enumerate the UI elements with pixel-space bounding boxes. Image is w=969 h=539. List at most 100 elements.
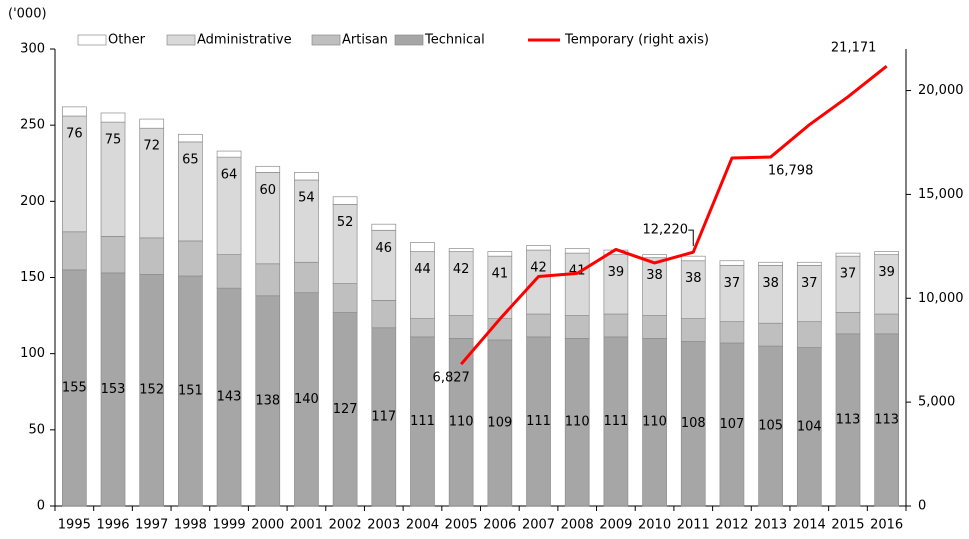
data-label: 37 — [724, 276, 741, 291]
bar-segment — [642, 257, 667, 316]
bar-segment — [448, 248, 474, 252]
x-tick-label: 2008 — [561, 518, 594, 533]
bar-segment — [758, 261, 783, 266]
x-tick-label: 2006 — [483, 518, 516, 533]
bar-segment — [835, 255, 861, 313]
data-label: 37 — [801, 276, 818, 291]
data-label: 41 — [492, 267, 509, 282]
bar-segment — [680, 255, 706, 262]
data-label: 110 — [565, 415, 590, 430]
y2-tick-label: 10,000 — [918, 291, 964, 306]
bar-segment — [294, 172, 319, 181]
x-tick-label: 2000 — [251, 518, 284, 533]
bar-segment — [255, 165, 281, 173]
data-label: 42 — [453, 262, 470, 277]
x-tick-label: 2003 — [367, 518, 400, 533]
data-label: 138 — [255, 393, 280, 408]
bar-segment — [642, 315, 667, 339]
leader-line — [688, 229, 694, 247]
bar-segment — [796, 321, 822, 348]
bar-segment — [216, 254, 242, 289]
legend-label: Technical — [424, 33, 485, 48]
bar-segment — [371, 223, 397, 231]
x-tick-label: 2002 — [329, 518, 362, 533]
x-tick-label: 2001 — [290, 518, 323, 533]
line-data-label: 6,827 — [433, 371, 470, 386]
x-tick-label: 1997 — [135, 518, 168, 533]
bar-segment — [526, 313, 551, 338]
bar-segment — [564, 315, 590, 339]
legend-label: Other — [108, 33, 146, 48]
bar-segment — [178, 240, 203, 277]
line-data-label: 16,798 — [768, 164, 814, 179]
x-tick-label: 1999 — [213, 518, 246, 533]
data-label: 107 — [720, 417, 745, 432]
bar-segment — [371, 300, 397, 329]
axis-label: ('000) — [8, 7, 47, 22]
bar-segment — [139, 237, 165, 275]
data-label: 75 — [105, 133, 122, 148]
bar-segment — [487, 251, 513, 257]
legend-swatch — [394, 34, 424, 46]
y-tick-label: 0 — [37, 499, 45, 514]
bar-segment — [526, 245, 551, 251]
x-tick-label: 2010 — [638, 518, 671, 533]
bar-segment — [603, 313, 629, 338]
bar-segment — [796, 261, 822, 266]
data-label: 143 — [217, 390, 242, 405]
data-label: 105 — [758, 419, 783, 434]
bar-segment — [61, 231, 87, 271]
data-label: 153 — [101, 382, 126, 397]
data-label: 152 — [139, 383, 164, 398]
x-tick-label: 2015 — [831, 518, 864, 533]
bar-segment — [796, 264, 822, 323]
y2-tick-label: 0 — [918, 499, 926, 514]
legend-swatch — [311, 34, 341, 46]
data-label: 110 — [642, 415, 667, 430]
bar-segment — [719, 264, 745, 323]
x-tick-label: 2005 — [445, 518, 478, 533]
data-label: 111 — [603, 414, 628, 429]
x-tick-label: 2009 — [599, 518, 632, 533]
bar-segment — [719, 321, 745, 344]
y-tick-label: 150 — [20, 270, 45, 285]
bar-segment — [874, 254, 900, 315]
legend-label: Temporary (right axis) — [564, 33, 709, 48]
data-label: 113 — [874, 412, 899, 427]
data-label: 155 — [62, 380, 87, 395]
bar-segment — [835, 252, 861, 257]
data-label: 140 — [294, 392, 319, 407]
data-label: 65 — [182, 152, 199, 167]
bar-segment — [874, 251, 900, 255]
bar-segment — [758, 322, 783, 347]
bar-segment — [603, 254, 629, 315]
bar-segment — [216, 150, 242, 158]
y2-tick-label: 5,000 — [918, 395, 955, 410]
data-label: 111 — [526, 414, 551, 429]
data-label: 38 — [646, 268, 663, 283]
line-series — [460, 65, 888, 366]
line-data-label: 12,220 — [643, 223, 689, 238]
y-tick-label: 250 — [20, 118, 45, 133]
legend-swatch — [77, 34, 107, 46]
data-label: 109 — [487, 415, 512, 430]
data-label: 127 — [333, 402, 358, 417]
data-label: 110 — [449, 415, 474, 430]
bar-segment — [100, 236, 126, 274]
data-label: 38 — [762, 276, 779, 291]
bar-segment — [564, 248, 590, 254]
bar-segment — [719, 260, 745, 266]
bar-segment — [410, 318, 435, 338]
bar-segment — [100, 112, 126, 123]
data-label: 60 — [259, 183, 276, 198]
bar-segment — [61, 106, 87, 117]
bar-segment — [680, 260, 706, 319]
x-tick-label: 1995 — [58, 518, 91, 533]
data-label: 117 — [371, 409, 396, 424]
x-tick-label: 2013 — [754, 518, 787, 533]
data-label: 151 — [178, 383, 203, 398]
y-tick-label: 100 — [20, 346, 45, 361]
bar-segment — [448, 315, 474, 339]
data-label: 54 — [298, 191, 315, 206]
